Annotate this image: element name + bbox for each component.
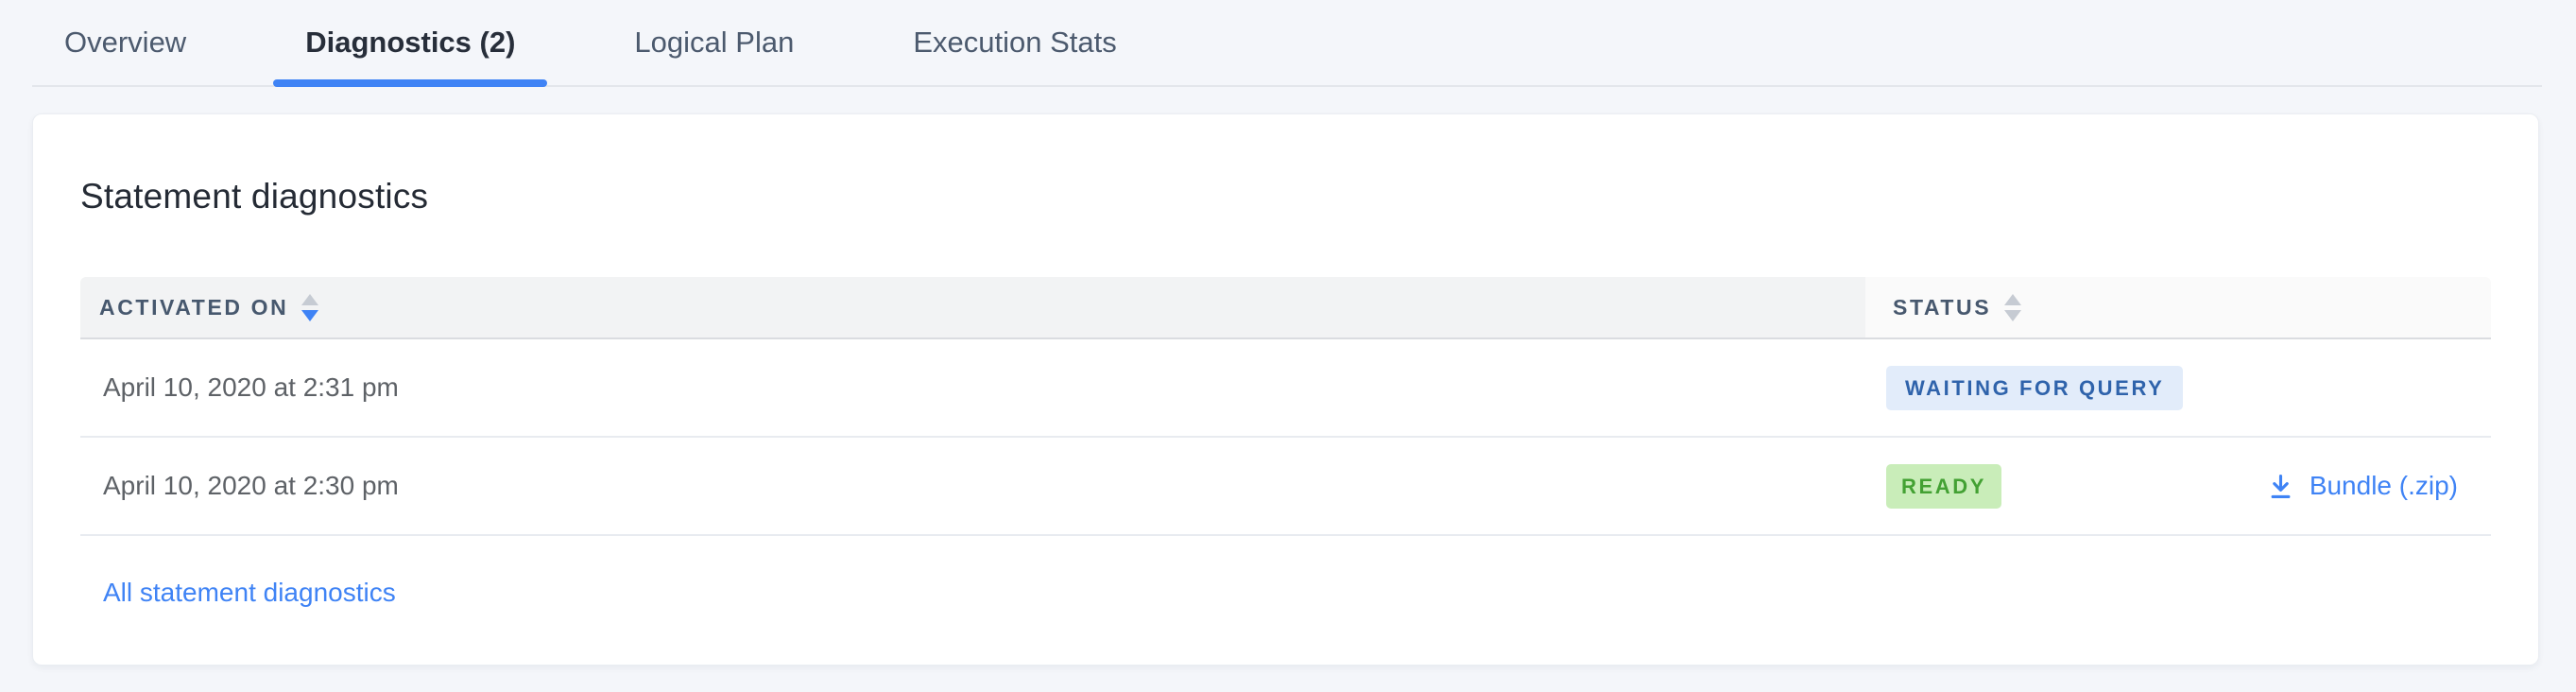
download-icon [2266,472,2295,501]
activated-on-cell: April 10, 2020 at 2:30 pm [80,437,1865,536]
tab-overview-label: Overview [64,26,187,59]
tab-logical-plan-label: Logical Plan [634,26,795,59]
sort-arrows-icon [2003,293,2022,321]
statement-diagnostics-card: Statement diagnostics ACTIVATED ON [32,113,2539,666]
tab-execution-stats-label: Execution Stats [913,26,1117,59]
all-statement-diagnostics-link[interactable]: All statement diagnostics [103,578,396,607]
column-header-activated-on[interactable]: ACTIVATED ON [80,277,1865,339]
column-header-activated-on-label: ACTIVATED ON [99,294,289,320]
bundle-download-label: Bundle (.zip) [2309,471,2458,500]
status-badge: WAITING FOR QUERY [1886,365,2184,410]
status-badge: READY [1886,463,2002,509]
column-header-status[interactable]: STATUS [1865,277,2491,339]
tab-diagnostics-label: Diagnostics (2) [305,26,516,59]
table-row: April 10, 2020 at 2:30 pm READY [80,437,2491,536]
table-row: April 10, 2020 at 2:31 pm WAITING FOR QU… [80,338,2491,438]
tab-diagnostics[interactable]: Diagnostics (2) [273,0,548,87]
table-header-row: ACTIVATED ON STATUS [80,277,2491,339]
tab-logical-plan[interactable]: Logical Plan [602,0,826,85]
tab-bar: Overview Diagnostics (2) Logical Plan Ex… [32,0,2542,87]
activated-on-cell: April 10, 2020 at 2:31 pm [80,338,1865,438]
column-header-status-label: STATUS [1893,294,1992,320]
tab-overview[interactable]: Overview [32,0,218,85]
bundle-download-link[interactable]: Bundle (.zip) [2266,471,2458,501]
status-cell: WAITING FOR QUERY [1865,338,2491,438]
diagnostics-table: ACTIVATED ON STATUS [80,277,2491,536]
status-cell: READY Bundle (.zip) [1865,437,2491,536]
tab-execution-stats[interactable]: Execution Stats [881,0,1148,85]
sort-arrows-icon [301,293,319,321]
panel-title: Statement diagnostics [80,177,429,216]
